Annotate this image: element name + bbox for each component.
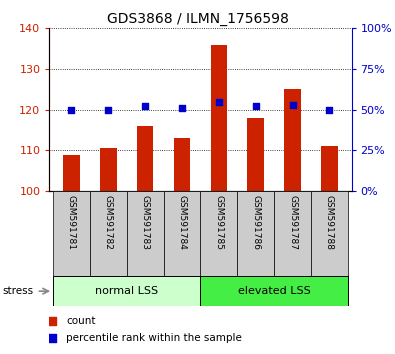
Text: percentile rank within the sample: percentile rank within the sample xyxy=(66,333,242,343)
Point xyxy=(326,107,333,113)
Point xyxy=(252,104,259,109)
Text: GSM591785: GSM591785 xyxy=(214,195,224,250)
Text: GSM591783: GSM591783 xyxy=(141,195,150,250)
Point xyxy=(179,105,185,111)
Bar xyxy=(247,118,264,191)
Bar xyxy=(201,276,348,306)
Text: GSM591788: GSM591788 xyxy=(325,195,334,250)
Bar xyxy=(127,191,164,276)
Text: elevated LSS: elevated LSS xyxy=(238,286,310,296)
Point xyxy=(68,107,75,113)
Bar xyxy=(284,89,301,191)
Point xyxy=(290,102,296,108)
Point xyxy=(105,107,111,113)
Bar xyxy=(201,191,237,276)
Text: GSM591787: GSM591787 xyxy=(288,195,297,250)
Bar xyxy=(53,276,201,306)
Point xyxy=(142,104,149,109)
Bar xyxy=(321,146,338,191)
Point xyxy=(49,335,56,341)
Bar xyxy=(174,138,190,191)
Bar xyxy=(100,148,117,191)
Text: normal LSS: normal LSS xyxy=(95,286,158,296)
Text: GSM591784: GSM591784 xyxy=(177,195,186,250)
Text: GSM591786: GSM591786 xyxy=(251,195,260,250)
Text: stress: stress xyxy=(2,286,33,296)
Bar xyxy=(311,191,348,276)
Text: count: count xyxy=(66,316,96,326)
Text: GDS3868 / ILMN_1756598: GDS3868 / ILMN_1756598 xyxy=(107,12,288,27)
Point xyxy=(49,319,56,324)
Bar xyxy=(137,126,154,191)
Bar xyxy=(164,191,201,276)
Point xyxy=(216,99,222,104)
Bar xyxy=(237,191,274,276)
Bar xyxy=(90,191,127,276)
Bar xyxy=(274,191,311,276)
Bar xyxy=(53,191,90,276)
Text: GSM591782: GSM591782 xyxy=(104,195,113,250)
Bar xyxy=(211,45,227,191)
Bar xyxy=(63,154,80,191)
Text: GSM591781: GSM591781 xyxy=(67,195,76,250)
